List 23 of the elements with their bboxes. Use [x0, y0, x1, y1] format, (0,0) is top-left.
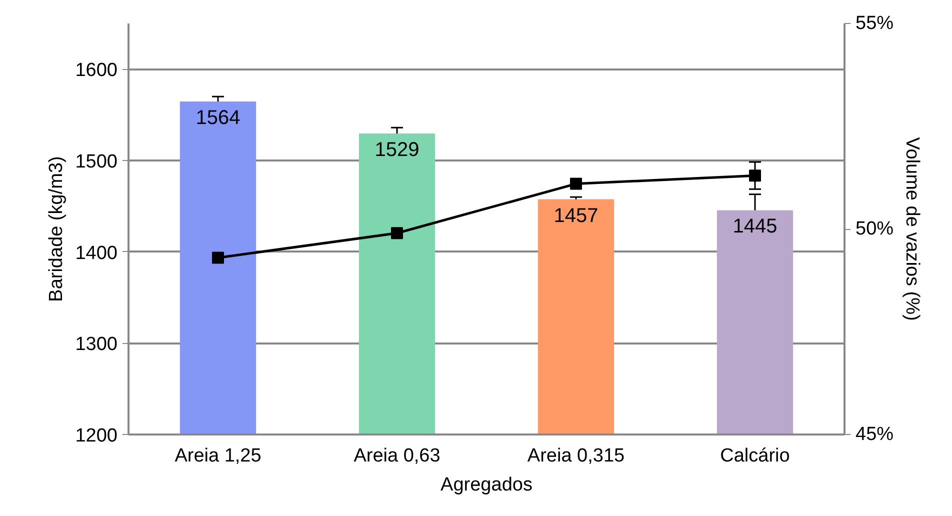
data-label: 1457: [554, 204, 598, 227]
data-label: 1564: [196, 107, 240, 130]
data-label: 1529: [374, 139, 420, 162]
point: [391, 227, 403, 240]
point: [749, 170, 761, 182]
y-tick-label: 1500: [75, 152, 118, 172]
y2-axis-title: Volume de vazios (%): [902, 137, 923, 321]
y-tick-label: 1300: [75, 334, 118, 356]
y-tick-label: 1200: [75, 426, 118, 446]
y-tick-label: 1400: [75, 242, 118, 264]
y2-tick-label: 45%: [856, 424, 894, 445]
x-axis-title: Agregados: [440, 474, 532, 496]
point: [570, 178, 582, 190]
y-tick-label: 1600: [75, 60, 118, 82]
y2-tick-label: 55%: [856, 13, 894, 34]
x-tick-label: Calcário: [720, 446, 790, 466]
x-tick-label: Areia 0,315: [527, 446, 625, 466]
y-axis-title: Baridade (kg/m3): [46, 156, 68, 302]
data-label: 1445: [732, 216, 778, 238]
x-tick-label: Areia 1,25: [174, 446, 262, 466]
point: [212, 252, 224, 264]
x-tick-label: Areia 0,63: [354, 446, 440, 466]
y2-tick-label: 50%: [856, 218, 894, 240]
